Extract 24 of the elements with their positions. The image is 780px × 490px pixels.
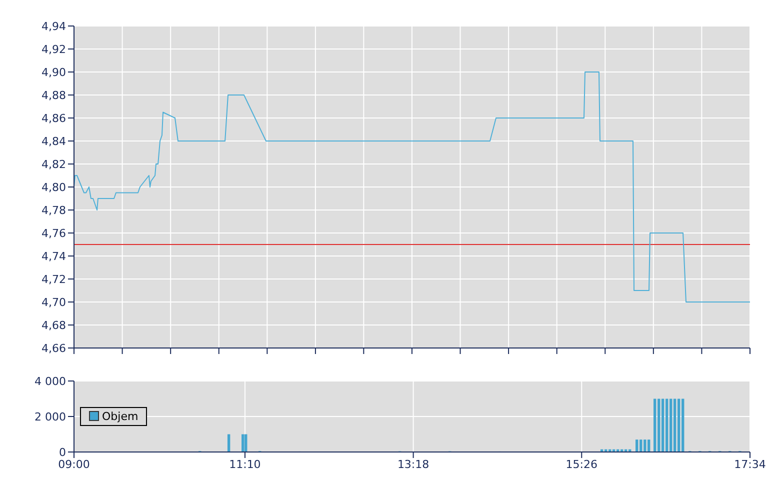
x-tick-label: 15:26 — [566, 458, 598, 471]
y-tick-label: 4,92 — [42, 42, 66, 56]
x-tick-label: 13:18 — [397, 458, 430, 471]
x-tick-label: 11:10 — [229, 458, 261, 471]
y-tick-label: 4 000 — [34, 374, 66, 388]
y-tick-label: 4,76 — [42, 226, 66, 240]
y-tick-label: 4,86 — [42, 112, 66, 125]
y-tick-label: 4,66 — [42, 342, 66, 355]
y-tick-label: 4,74 — [42, 250, 66, 263]
y-tick-label: 0 — [59, 446, 66, 459]
y-tick-label: 4,90 — [42, 66, 66, 79]
legend-label: Objem — [102, 410, 138, 422]
y-tick-label: 2 000 — [34, 410, 66, 424]
x-tick-label: 09:00 — [58, 458, 90, 471]
y-tick-label: 4,68 — [42, 318, 66, 332]
y-tick-label: 4,72 — [42, 272, 66, 286]
y-tick-label: 4,88 — [42, 88, 66, 102]
y-tick-label: 4,84 — [42, 134, 66, 148]
x-tick-label: 17:34 — [734, 458, 766, 471]
y-tick-label: 4,94 — [42, 20, 66, 33]
y-tick-label: 4,82 — [42, 158, 66, 171]
y-tick-label: 4,70 — [42, 296, 66, 309]
y-tick-label: 4,78 — [42, 204, 66, 217]
y-tick-label: 4,80 — [42, 180, 66, 194]
